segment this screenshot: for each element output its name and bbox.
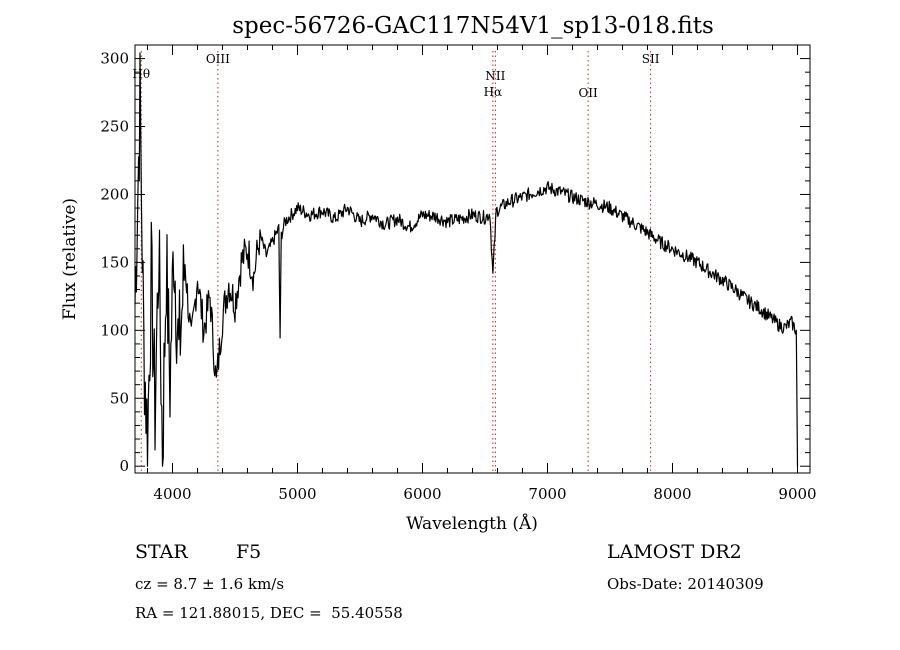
- y-tick-label: 200: [100, 185, 129, 203]
- marker-label: OIII: [206, 52, 230, 66]
- y-tick-label: 0: [119, 457, 129, 475]
- x-tick-label: 4000: [153, 485, 191, 503]
- plot-frame: [134, 44, 811, 474]
- y-axis-label: Flux (relative): [60, 198, 80, 320]
- survey-label: LAMOST DR2: [607, 541, 742, 563]
- x-tick-label: 6000: [403, 485, 441, 503]
- marker-label: NII: [485, 69, 505, 83]
- axis-ticks: 4000 5000 6000 7000 8000 9000 0 50 100 150 200 250 3…: [100, 45, 817, 503]
- x-tick-label: 8000: [653, 485, 691, 503]
- object-class: STAR: [135, 541, 188, 563]
- y-tick-label: 250: [100, 118, 129, 136]
- x-axis-label: Wavelength (Å): [406, 513, 538, 534]
- x-tick-label: 5000: [278, 485, 316, 503]
- marker-label: Hθ: [132, 67, 150, 81]
- observation-date: Obs-Date: 20140309: [607, 575, 764, 593]
- x-tick-label: 7000: [528, 485, 566, 503]
- marker-label: Hα: [484, 85, 503, 99]
- coordinates: RA = 121.88015, DEC = 55.40558: [135, 604, 403, 622]
- line-markers: Hθ OIII NII Hα OII SII: [132, 51, 660, 473]
- x-tick-label: 9000: [778, 485, 816, 503]
- spectral-subclass: F5: [236, 541, 262, 563]
- chart-title: spec-56726-GAC117N54V1_sp13-018.fits: [232, 13, 714, 39]
- marker-label: OII: [578, 86, 598, 100]
- redshift-value: cz = 8.7 ± 1.6 km/s: [135, 575, 285, 593]
- y-tick-label: 50: [110, 389, 129, 407]
- y-tick-label: 150: [100, 253, 129, 271]
- marker-label: SII: [642, 52, 660, 66]
- y-tick-label: 300: [100, 50, 129, 68]
- spectrum-line: [134, 52, 799, 467]
- y-tick-label: 100: [100, 321, 129, 339]
